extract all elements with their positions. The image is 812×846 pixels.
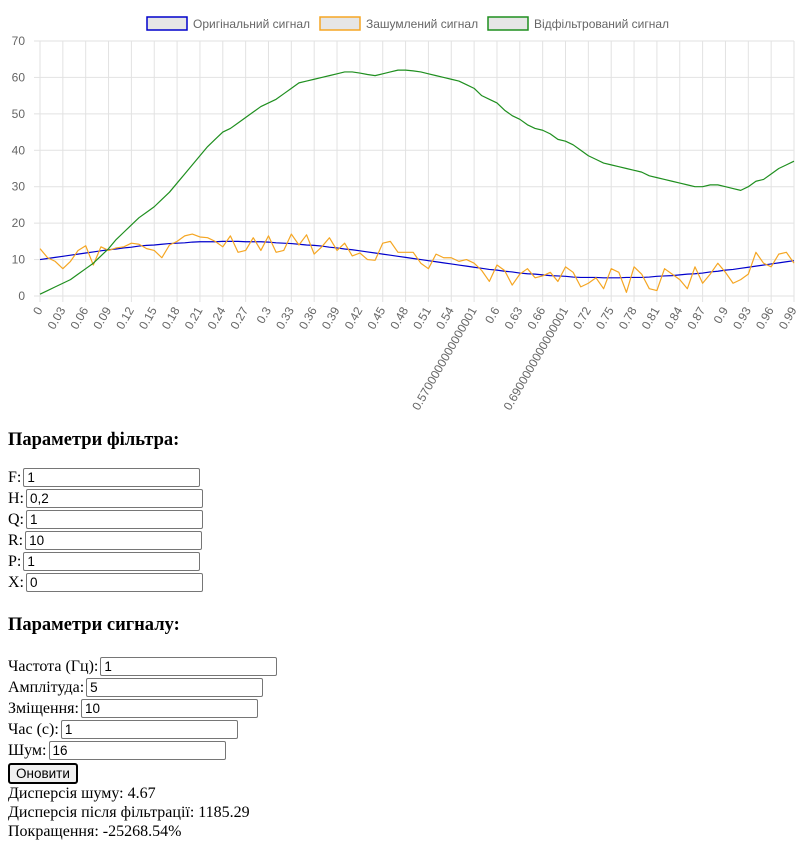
x-tick-label: 0.18	[159, 304, 183, 332]
signal-params-title: Параметри сигналу:	[8, 615, 180, 635]
signal-param-label: Зміщення:	[8, 699, 79, 717]
x-tick-label: 0.9	[711, 304, 732, 326]
x-tick-label: 0.51	[410, 304, 434, 332]
y-tick-label: 60	[12, 70, 26, 84]
filter-x-input[interactable]	[26, 573, 203, 592]
filter-param-label: X:	[8, 573, 24, 591]
offset-input[interactable]	[80, 699, 258, 718]
chart-series	[39, 69, 795, 295]
x-tick-label: 0.06	[67, 304, 91, 332]
x-tick-label: 0.87	[684, 304, 708, 332]
signal-param-time: Час (с):	[8, 719, 277, 740]
legend-item-filtered[interactable]: Відфільтрований сигнал	[487, 16, 669, 31]
filter-r-input[interactable]	[25, 531, 203, 550]
filter-param-x: X:	[8, 572, 203, 593]
signal-param-label: Шум:	[8, 741, 47, 759]
noise-input[interactable]	[48, 741, 226, 760]
x-tick-label: 0.72	[570, 304, 594, 332]
y-tick-label: 50	[12, 107, 26, 121]
legend-swatch	[146, 16, 188, 31]
legend-label: Зашумлений сигнал	[366, 17, 478, 31]
x-tick-label: 0.93	[730, 304, 754, 332]
signal-param-offset: Зміщення:	[8, 698, 277, 719]
improvement-text: Покращення: -25268.54%	[8, 823, 182, 840]
x-tick-label: 0.84	[662, 304, 686, 332]
filter-param-label: F:	[8, 468, 22, 486]
y-tick-label: 40	[12, 143, 26, 157]
legend-item-original[interactable]: Оригінальний сигнал	[146, 16, 310, 31]
x-tick-label: 0.81	[639, 304, 663, 332]
y-tick-label: 30	[12, 180, 26, 194]
filtered-variance-text: Дисперсія після фільтрації: 1185.29	[8, 804, 250, 821]
legend-swatch	[487, 16, 529, 31]
x-tick-label: 0.09	[90, 304, 114, 332]
x-tick-label: 0.27	[227, 304, 251, 332]
legend-label: Відфільтрований сигнал	[534, 17, 669, 31]
filter-f-input[interactable]	[23, 468, 201, 487]
filter-param-label: H:	[8, 489, 24, 507]
signal-param-amplitude: Амплітуда:	[8, 677, 277, 698]
signal-param-label: Час (с):	[8, 720, 59, 738]
amplitude-input[interactable]	[86, 678, 264, 697]
filter-q-input[interactable]	[26, 510, 203, 529]
filtered-signal-line	[39, 69, 795, 295]
x-tick-label: 0.96	[753, 304, 777, 332]
x-axis-ticks: 0 0.03 0.06 0.09 0.12 0.15 0.18 0.21 0.24 0.27 0.3…	[30, 304, 800, 412]
filter-param-label: R:	[8, 531, 24, 549]
y-tick-label: 20	[12, 216, 26, 230]
x-tick-label: 0.15	[136, 304, 160, 332]
x-tick-label: 0.33	[273, 304, 297, 332]
filter-params-section: Параметри фільтра: F: H: Q: R: P: X:	[8, 430, 203, 593]
filter-param-p: P:	[8, 551, 203, 572]
y-axis-ticks: 0 10 20 30 40 50 60 70	[12, 34, 26, 303]
legend-item-noisy[interactable]: Зашумлений сигнал	[319, 16, 478, 31]
x-tick-label: 0.63	[502, 304, 526, 332]
x-tick-label: 0.99	[776, 304, 800, 332]
signal-param-frequency: Частота (Гц):	[8, 656, 278, 677]
update-button[interactable]: Оновити	[8, 763, 78, 784]
x-tick-label: 0.12	[113, 304, 137, 332]
x-tick-label: 0.24	[205, 304, 229, 332]
x-tick-label: 0.42	[342, 304, 366, 332]
x-tick-label: 0	[30, 304, 46, 317]
x-tick-label: 0.6	[482, 304, 503, 326]
x-tick-label: 0.3	[254, 304, 275, 326]
time-input[interactable]	[60, 720, 238, 739]
filter-params-title: Параметри фільтра:	[8, 430, 180, 450]
x-tick-label: 0.36	[296, 304, 320, 332]
signal-params-section: Параметри сигналу: Частота (Гц): Ампліту…	[8, 615, 278, 841]
x-tick-label: 0.21	[182, 304, 206, 332]
legend-swatch	[319, 16, 361, 31]
y-tick-label: 0	[18, 289, 25, 303]
filter-param-r: R:	[8, 530, 203, 551]
noise-variance-text: Дисперсія шуму: 4.67	[8, 785, 156, 802]
signal-param-noise: Шум:	[8, 740, 277, 761]
filter-param-q: Q:	[8, 509, 203, 530]
y-tick-label: 10	[12, 253, 26, 267]
x-tick-label: 0.48	[387, 304, 411, 332]
x-tick-label: 0.75	[593, 304, 617, 332]
signal-chart: Оригінальний сигнал Зашумлений сигнал Відф…	[12, 16, 800, 413]
noisy-signal-line	[39, 233, 795, 293]
chart-grid	[34, 40, 795, 302]
x-tick-label: 0.03	[45, 304, 69, 332]
chart-legend[interactable]: Оригінальний сигнал Зашумлений сигнал Відф…	[146, 16, 669, 31]
frequency-input[interactable]	[100, 657, 278, 676]
filter-h-input[interactable]	[26, 489, 203, 508]
filter-param-f: F:	[8, 467, 203, 488]
original-signal-line	[39, 240, 795, 279]
filter-param-label: P:	[8, 552, 22, 570]
x-tick-label: 0.45	[365, 304, 389, 332]
x-tick-label: 0.39	[319, 304, 343, 332]
filter-p-input[interactable]	[23, 552, 201, 571]
signal-param-label: Частота (Гц):	[8, 657, 99, 675]
filter-param-h: H:	[8, 488, 203, 509]
legend-label: Оригінальний сигнал	[193, 17, 310, 31]
signal-param-label: Амплітуда:	[8, 678, 85, 696]
filter-param-label: Q:	[8, 510, 24, 528]
y-tick-label: 70	[12, 34, 26, 48]
x-tick-label: 0.78	[616, 304, 640, 332]
